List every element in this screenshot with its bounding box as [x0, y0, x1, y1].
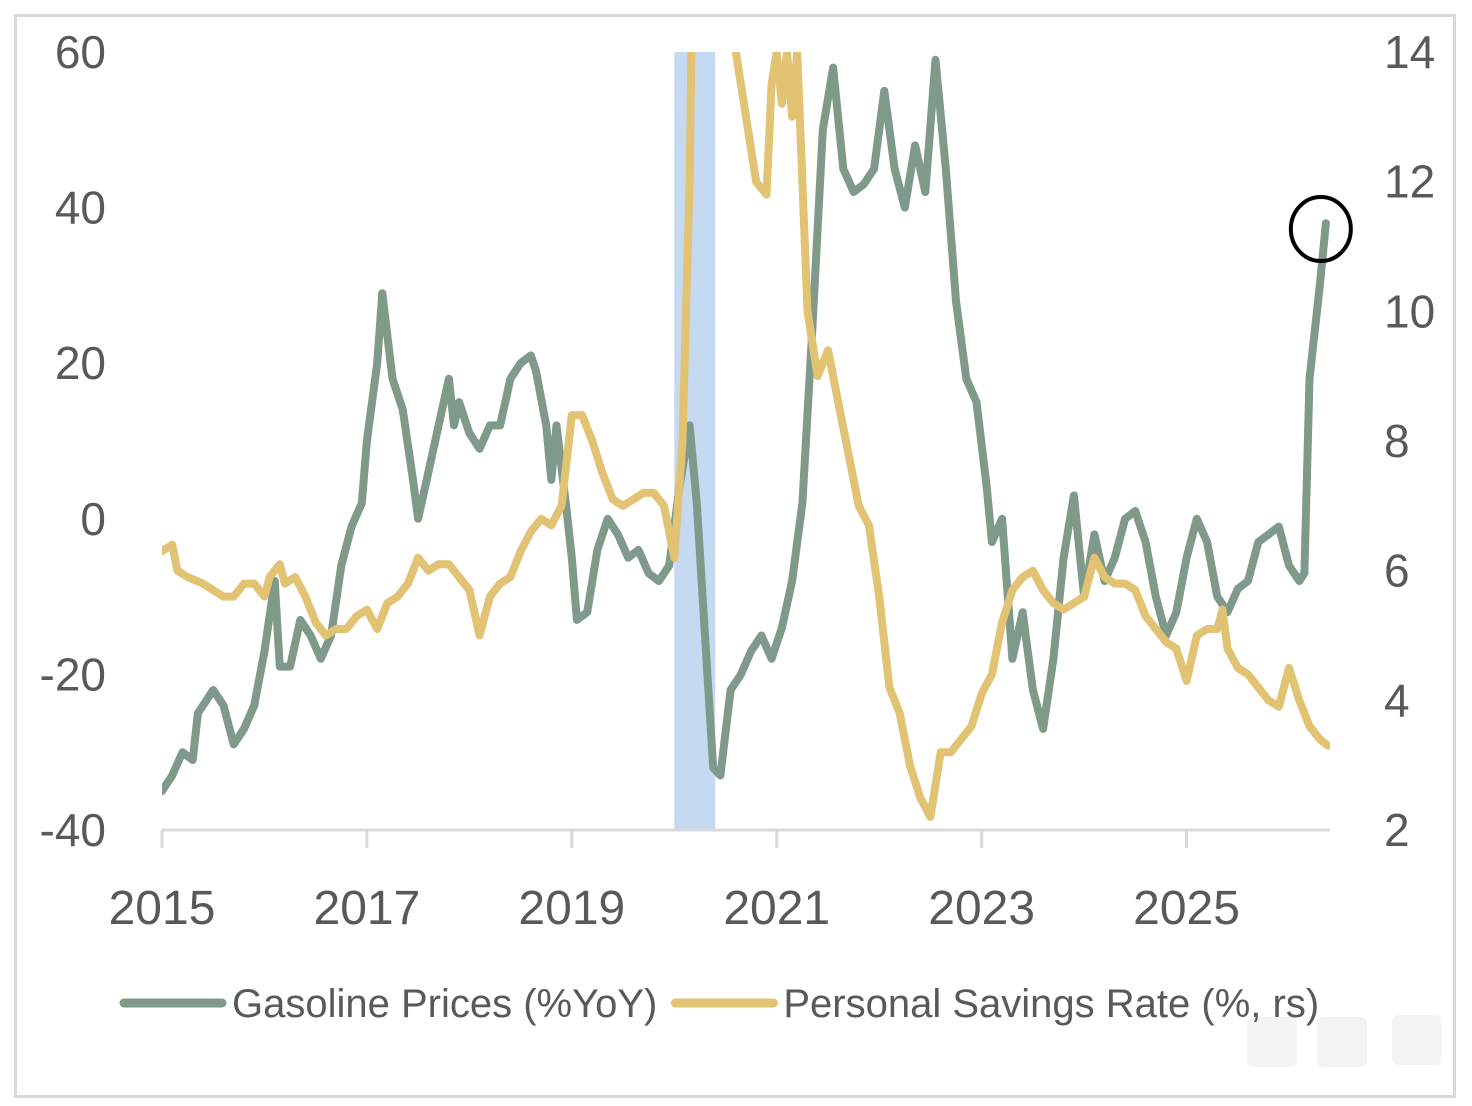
series-lines [162, 52, 1330, 821]
x-tick-label: 2015 [109, 882, 216, 935]
legend-label: Gasoline Prices (%YoY) [232, 982, 657, 1026]
watermark-icon [1317, 1017, 1367, 1067]
x-tick-label: 2023 [928, 882, 1035, 935]
y-right-tick-label: 2 [1384, 804, 1410, 856]
watermark-icon [1392, 1015, 1442, 1065]
y-right-tick-label: 6 [1384, 545, 1410, 597]
y-left-tick-label: 60 [55, 26, 106, 78]
x-tick-label: 2021 [723, 882, 830, 935]
y-left-tick-label: -20 [40, 648, 106, 700]
y-right-tick-label: 10 [1384, 285, 1435, 337]
y-left-tick-label: 20 [55, 337, 106, 389]
series-line [162, 52, 1330, 821]
y-left-tick-label: -40 [40, 804, 106, 856]
axes: 2015 2017 2019 2021 2023 2025 60 40 20 0 -20 -40 14 1… [40, 26, 1436, 935]
y-left-tick-label: 0 [80, 493, 106, 545]
y-right-tick-label: 4 [1384, 674, 1410, 726]
watermark-icon [1247, 1017, 1297, 1067]
x-tick-label: 2017 [314, 882, 421, 935]
chart-frame [14, 14, 1456, 1098]
x-tick-label: 2025 [1133, 882, 1240, 935]
y-right-tick-label: 8 [1384, 415, 1410, 467]
legend-label: Personal Savings Rate (%, rs) [783, 982, 1319, 1026]
x-tick-label: 2019 [518, 882, 625, 935]
legend: Gasoline Prices (%YoY) Personal Savings R… [119, 982, 1319, 1026]
annotations [1288, 195, 1353, 264]
series-line [162, 55, 1330, 796]
y-left-tick-label: 40 [55, 182, 106, 234]
y-right-tick-label: 12 [1384, 156, 1435, 208]
y-right-tick-label: 14 [1384, 26, 1435, 78]
highlight-circle [1288, 195, 1353, 264]
